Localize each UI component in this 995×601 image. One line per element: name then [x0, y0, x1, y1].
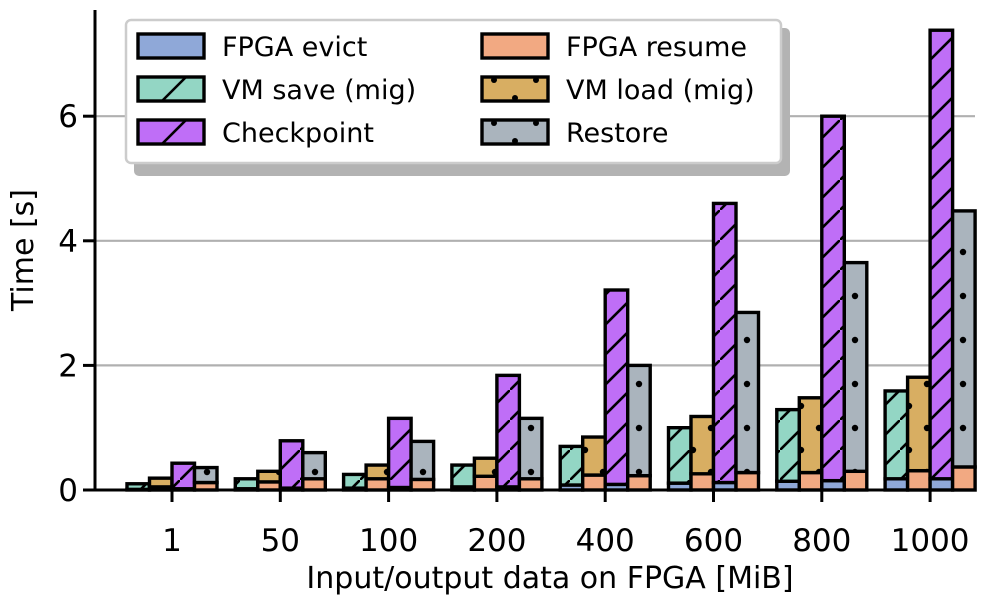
bar-checkpoint-200-hatch — [496, 375, 520, 487]
bar-checkpoint-400-hatch — [605, 290, 628, 485]
x-tick-label-50: 50 — [261, 523, 300, 559]
legend-box — [124, 18, 783, 165]
y-axis-label: Time [s] — [6, 189, 41, 312]
bar-fpga-resume-400 — [581, 473, 607, 492]
bar-restore-800-hatch — [844, 262, 867, 472]
legend-label-vm-save-mig: VM save (mig) — [222, 75, 416, 106]
bar-fpga-resume-400 — [626, 473, 652, 492]
legend-swatch-vm-save-mig-hatch — [161, 76, 187, 102]
bar-fpga-resume-600 — [734, 470, 761, 492]
y-tick-label-4: 4 — [58, 224, 78, 260]
bar-vm-load-mig-600-hatch — [691, 416, 714, 474]
y-tick-label-2: 2 — [58, 348, 78, 384]
bar-restore-400-hatch — [627, 365, 651, 476]
bar-fpga-resume-1000 — [905, 468, 932, 492]
bar-vm-load-mig-400-hatch — [582, 437, 606, 476]
bar-vm-load-mig-100-hatch — [366, 465, 389, 479]
legend-label-restore: Restore — [566, 118, 668, 149]
legend-swatch-restore-dot — [533, 120, 539, 126]
bar-checkpoint-600-hatch — [713, 203, 736, 483]
legend-swatch-vm-load-mig-dot — [533, 77, 539, 83]
bar-vm-load-mig-1000-hatch — [907, 377, 931, 471]
bars — [125, 28, 977, 492]
bar-restore-1-hatch — [194, 467, 217, 483]
bar-vm-save-mig-50-hatch — [235, 478, 258, 489]
bar-restore-100-hatch — [411, 441, 434, 480]
legend-swatch-vm-load-mig-dot — [512, 95, 518, 101]
bar-checkpoint-1000-hatch — [930, 30, 953, 479]
legend-swatch-checkpoint — [136, 118, 206, 146]
bar-vm-load-mig-800-hatch — [799, 397, 822, 473]
bar-fpga-resume-800 — [797, 470, 824, 492]
x-tick-label-200: 200 — [467, 523, 526, 559]
legend-swatch-vm-load-mig-dot — [491, 77, 497, 83]
bar-restore-200-hatch — [519, 418, 542, 479]
legend-label-checkpoint: Checkpoint — [222, 118, 374, 149]
y-tick-label-6: 6 — [58, 99, 78, 135]
bar-checkpoint-1-hatch — [172, 463, 195, 489]
bar-vm-save-mig-1000-hatch — [885, 390, 908, 479]
legend-swatch-vm-save-mig — [136, 75, 206, 103]
axes: 0 2 4 6 1 50 100 200 400 600 800 1000 — [58, 10, 975, 559]
bar-vm-save-mig-200-hatch — [451, 465, 475, 487]
bar-fpga-resume-200 — [472, 474, 499, 492]
bar-vm-load-mig-1-hatch — [149, 478, 172, 487]
legend-swatch-fpga-evict — [136, 32, 206, 60]
bar-restore-1000-hatch — [952, 210, 976, 467]
bar-checkpoint-800-hatch — [821, 116, 845, 481]
bar-vm-save-mig-800-hatch — [776, 409, 800, 482]
bar-fpga-resume-600 — [689, 472, 716, 492]
bar-vm-load-mig-200-hatch — [474, 458, 497, 477]
x-tick-label-800: 800 — [792, 523, 851, 559]
y-tick-label-0: 0 — [58, 473, 78, 509]
x-axis-label: Input/output data on FPGA [MiB] — [306, 561, 793, 596]
legend-label-fpga-evict: FPGA evict — [222, 32, 367, 63]
bar-restore-50-hatch — [302, 452, 326, 479]
x-tick-label-1000: 1000 — [891, 523, 970, 559]
x-tick-label-400: 400 — [576, 523, 635, 559]
legend-swatch-checkpoint-hatch — [161, 119, 187, 145]
legend: FPGA evict FPGA resume VM save (mig) VM loa… — [124, 18, 790, 176]
x-tick-label-1: 1 — [162, 523, 182, 559]
legend-swatch-restore-dot — [491, 120, 497, 126]
legend-label-fpga-resume: FPGA resume — [566, 32, 747, 63]
legend-swatch-fpga-resume — [480, 32, 550, 60]
bar-vm-save-mig-400-hatch — [560, 446, 583, 486]
bar-vm-save-mig-1-hatch — [127, 483, 150, 490]
legend-swatch-restore-dot — [512, 138, 518, 144]
bar-checkpoint-100-hatch — [388, 418, 412, 488]
bar-restore-600-hatch — [736, 312, 759, 473]
bar-fpga-resume-800 — [842, 469, 869, 492]
bar-checkpoint-50-hatch — [280, 440, 303, 489]
bar-vm-save-mig-600-hatch — [668, 427, 691, 484]
x-tick-label-100: 100 — [359, 523, 418, 559]
bar-vm-load-mig-50-hatch — [257, 471, 281, 482]
legend-label-vm-load-mig: VM load (mig) — [566, 75, 755, 106]
x-tick-label-600: 600 — [684, 523, 743, 559]
bar-fpga-resume-1000 — [950, 465, 977, 492]
bar-vm-save-mig-100-hatch — [343, 474, 367, 489]
